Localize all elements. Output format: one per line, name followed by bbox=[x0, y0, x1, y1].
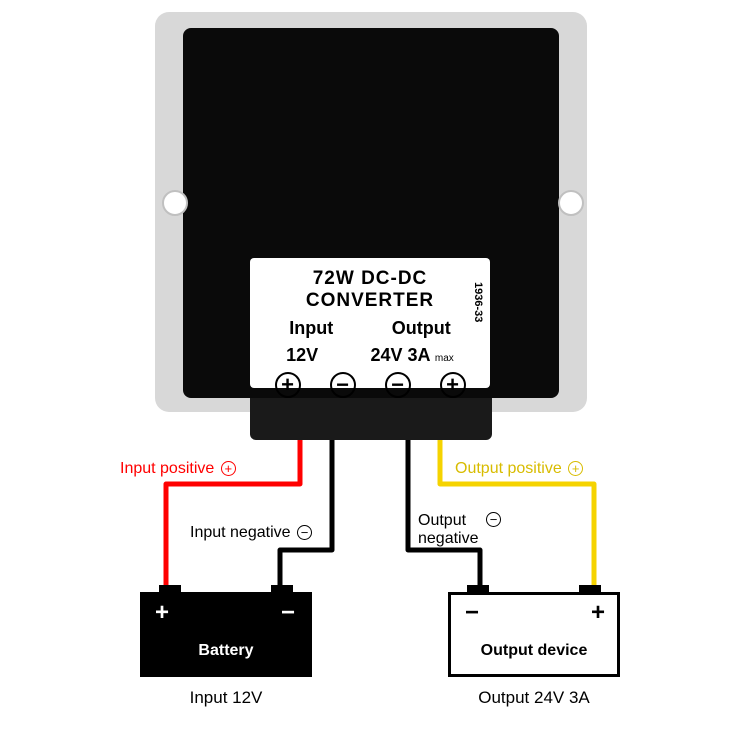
battery-terminal-pos bbox=[159, 585, 181, 593]
wire-exit-block bbox=[250, 398, 492, 440]
label-output-positive: Output positive + bbox=[455, 460, 583, 478]
mount-hole-right bbox=[558, 190, 584, 216]
battery-terminal-neg bbox=[271, 585, 293, 593]
battery-caption: Input 12V bbox=[140, 688, 312, 708]
output-value: 24V 3A max bbox=[371, 345, 454, 366]
mini-minus-icon-out: − bbox=[486, 512, 501, 527]
mount-hole-left bbox=[162, 190, 188, 216]
output-device-label: Output device bbox=[451, 642, 617, 660]
input-header: Input bbox=[289, 318, 333, 339]
label-output-negative-1: Output bbox=[418, 512, 466, 530]
converter-title: 72W DC-DC CONVERTER bbox=[260, 268, 480, 312]
symbol-output-pos: + bbox=[440, 372, 466, 398]
battery-box: + − Battery bbox=[140, 592, 312, 677]
mini-plus-icon: + bbox=[221, 461, 236, 476]
mini-plus-icon-out: + bbox=[568, 461, 583, 476]
converter-label-panel: 72W DC-DC CONVERTER Input Output 12V 24V… bbox=[250, 258, 490, 388]
terminal-symbols: + − − + bbox=[260, 372, 480, 398]
output-terminal-neg bbox=[467, 585, 489, 593]
symbol-output-neg: − bbox=[385, 372, 411, 398]
input-value: 12V bbox=[286, 345, 318, 366]
converter-io-values: 12V 24V 3A max bbox=[260, 345, 480, 366]
output-neg-sign: − bbox=[465, 599, 479, 627]
output-device-box: − + Output device bbox=[448, 592, 620, 677]
output-device-caption: Output 24V 3A bbox=[448, 688, 620, 708]
label-output-negative-2: negative bbox=[418, 530, 479, 548]
output-pos-sign: + bbox=[591, 599, 605, 627]
converter-io-headers: Input Output bbox=[260, 318, 480, 339]
battery-label: Battery bbox=[143, 642, 309, 660]
label-input-negative: Input negative − bbox=[190, 524, 312, 542]
mini-minus-icon: − bbox=[297, 525, 312, 540]
output-header: Output bbox=[392, 318, 451, 339]
output-terminal-pos bbox=[579, 585, 601, 593]
symbol-input-neg: − bbox=[330, 372, 356, 398]
battery-pos-sign: + bbox=[155, 599, 169, 627]
label-input-positive: Input positive + bbox=[120, 460, 236, 478]
symbol-input-pos: + bbox=[275, 372, 301, 398]
serial-number: 1936-33 bbox=[472, 282, 484, 322]
battery-neg-sign: − bbox=[281, 599, 295, 627]
